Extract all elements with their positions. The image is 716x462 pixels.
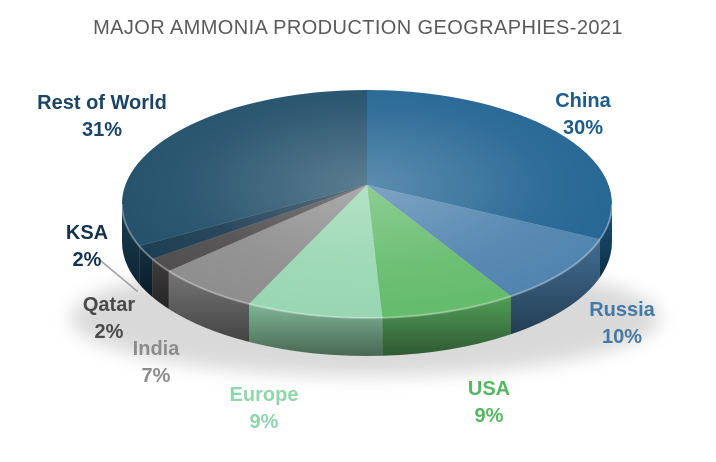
- pie-highlight: [122, 90, 612, 318]
- pie-slice-side-china: [600, 204, 612, 278]
- pie-slice-side-russia: [511, 239, 600, 335]
- pie-slice-side-india: [168, 271, 249, 342]
- chart-title: MAJOR AMMONIA PRODUCTION GEOGRAPHIES-202…: [93, 17, 623, 39]
- pie-slice-side-europe: [249, 303, 383, 357]
- ksa-leader-line: [100, 260, 138, 292]
- pie-slice-side-usa: [382, 296, 511, 356]
- pie-slice-side-ksa: [139, 246, 153, 297]
- pie-slice-side-qatar: [152, 258, 169, 309]
- pie-front-bevel: [121, 203, 613, 320]
- pie-slice-side-rest-of-world: [121, 204, 140, 284]
